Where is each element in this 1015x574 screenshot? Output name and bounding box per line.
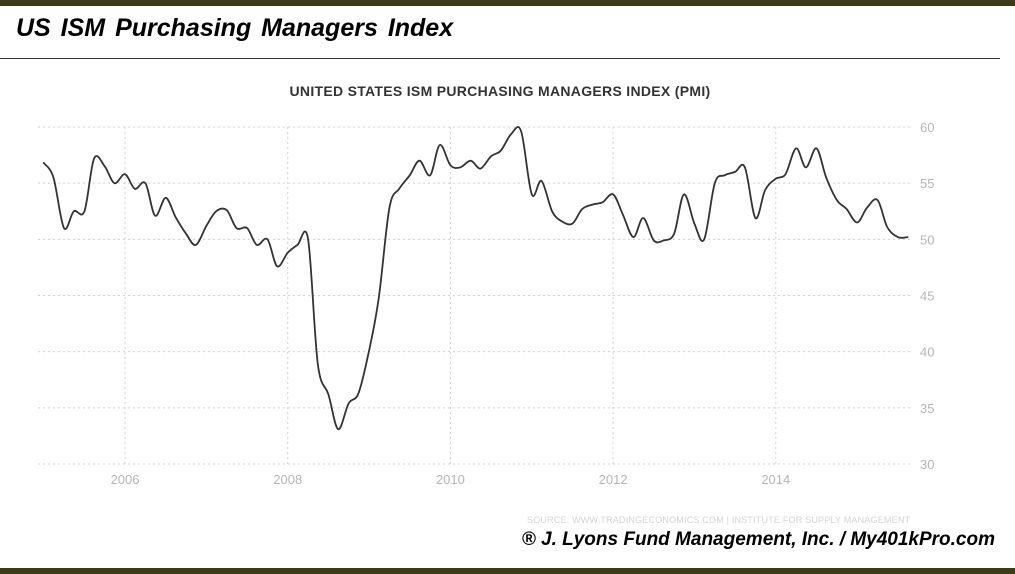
grid-layer xyxy=(38,126,910,465)
y-tick-label: 40 xyxy=(920,345,934,360)
top-frame-bar xyxy=(0,0,1015,6)
source-note: SOURCE: WWW.TRADINGECONOMICS.COM | INSTI… xyxy=(527,515,911,525)
y-tick-label: 60 xyxy=(920,120,934,135)
x-tick-label: 2008 xyxy=(273,472,302,487)
tick-label-layer: 30 35 40 45 50 55 60 2006 2008 2010 2012 2014 xyxy=(111,120,935,487)
pmi-series-line xyxy=(42,126,909,431)
bottom-frame-bar xyxy=(0,568,1015,574)
y-tick-label: 55 xyxy=(920,176,934,191)
x-tick-label: 2006 xyxy=(111,472,140,487)
y-tick-label: 35 xyxy=(920,401,934,416)
x-tick-label: 2014 xyxy=(761,472,790,487)
x-tick-label: 2012 xyxy=(599,472,628,487)
header-divider xyxy=(0,58,1000,59)
page-title: US ISM Purchasing Managers Index xyxy=(16,14,454,42)
copyright-notice: ® J. Lyons Fund Management, Inc. / My401… xyxy=(521,529,995,550)
x-tick-label: 2010 xyxy=(436,472,465,487)
y-tick-label: 45 xyxy=(920,289,934,304)
y-tick-label: 50 xyxy=(920,232,934,247)
y-tick-label: 30 xyxy=(920,457,934,472)
chart-title: UNITED STATES ISM PURCHASING MANAGERS IN… xyxy=(289,83,711,99)
series-layer xyxy=(42,126,909,431)
